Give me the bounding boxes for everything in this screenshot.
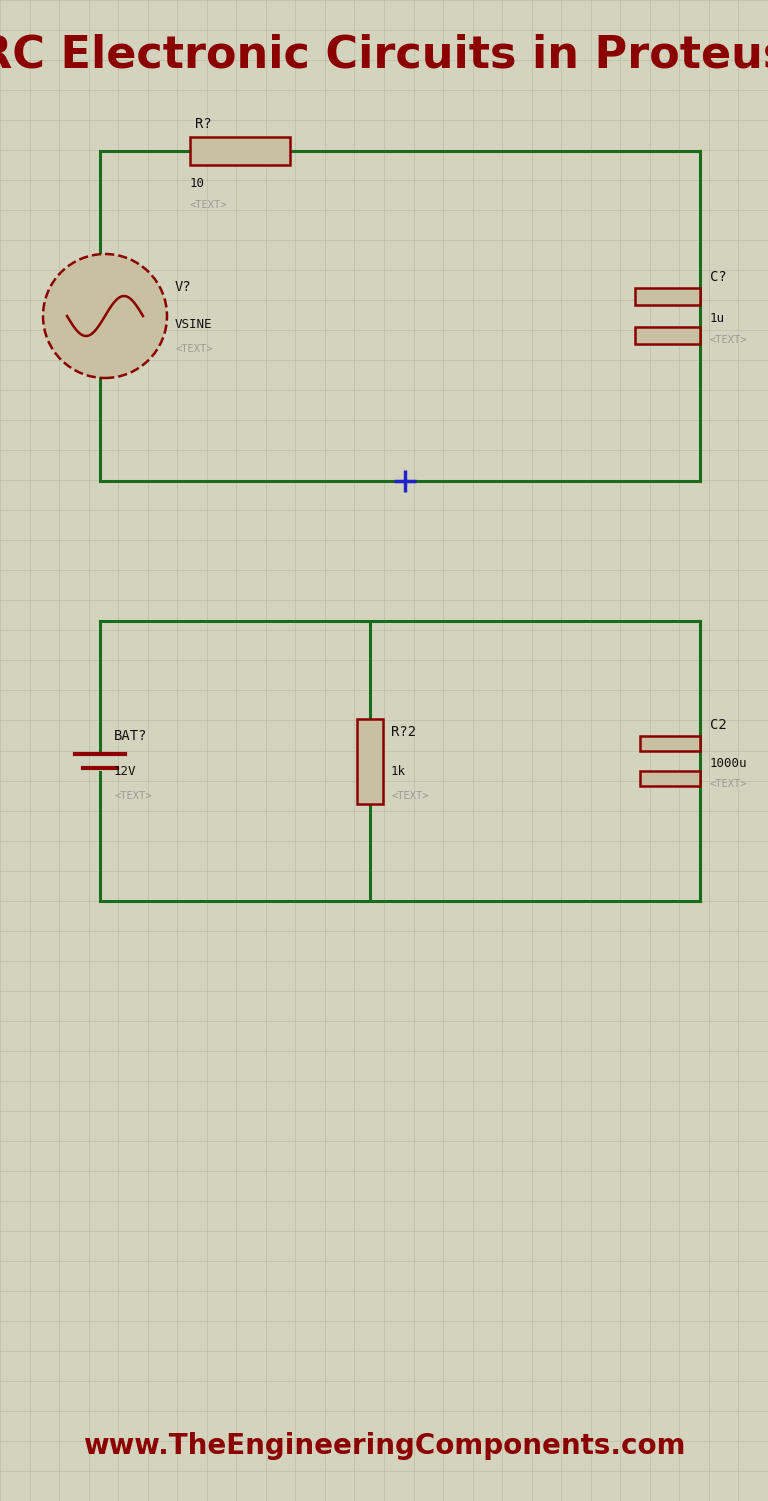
- FancyBboxPatch shape: [357, 719, 383, 803]
- Text: <TEXT>: <TEXT>: [710, 779, 747, 790]
- Text: VSINE: VSINE: [175, 318, 213, 332]
- Text: BAT?: BAT?: [114, 729, 147, 743]
- Text: www.TheEngineeringComponents.com: www.TheEngineeringComponents.com: [83, 1432, 685, 1460]
- FancyBboxPatch shape: [640, 735, 700, 750]
- FancyBboxPatch shape: [640, 772, 700, 787]
- FancyBboxPatch shape: [635, 327, 700, 344]
- Text: 10: 10: [190, 177, 205, 191]
- FancyBboxPatch shape: [635, 288, 700, 305]
- Text: V?: V?: [175, 281, 192, 294]
- Text: <TEXT>: <TEXT>: [710, 335, 747, 345]
- Text: R?: R?: [195, 117, 212, 131]
- Circle shape: [43, 254, 167, 378]
- Text: 1k: 1k: [391, 766, 406, 778]
- Text: <TEXT>: <TEXT>: [190, 200, 227, 210]
- Text: C2: C2: [710, 717, 727, 732]
- Text: 1u: 1u: [710, 312, 725, 326]
- Text: RC Electronic Circuits in Proteus: RC Electronic Circuits in Proteus: [0, 33, 768, 77]
- FancyBboxPatch shape: [190, 137, 290, 165]
- Text: R?2: R?2: [391, 725, 416, 738]
- Text: 12V: 12V: [114, 766, 137, 778]
- Text: <TEXT>: <TEXT>: [175, 344, 213, 354]
- Text: C?: C?: [710, 270, 727, 284]
- Text: 1000u: 1000u: [710, 757, 747, 770]
- Text: <TEXT>: <TEXT>: [391, 791, 429, 802]
- Text: <TEXT>: <TEXT>: [114, 791, 151, 802]
